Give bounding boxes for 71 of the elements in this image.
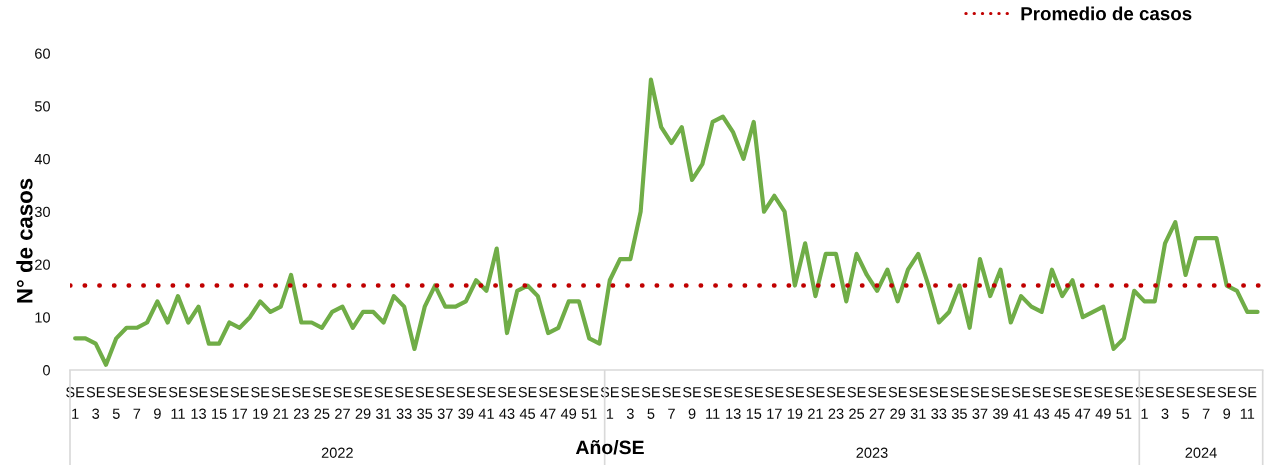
x-tick-label: SE 39 [456,387,475,419]
text: 2023 [856,447,888,458]
x-tick-label: SE 3 [86,387,105,419]
x-tick-label: SE 5 [1176,387,1195,419]
y-axis-title: N° de casos [16,178,33,303]
x-tick-label: SE 1 [66,387,85,419]
y-tick-label: 20 [35,259,50,270]
x-tick-label: SE 13 [724,387,743,419]
x-tick-label: SE 15 [210,387,229,419]
x-tick-label: SE 9 [682,387,702,419]
x-tick-label: SE 19 [251,387,270,419]
x-tick-label: SE 7 [662,387,681,419]
text: 2022 [321,447,353,458]
y-tick-label: 10 [35,312,50,323]
x-tick-label: SE 11 [703,387,722,419]
x-tick-label: SE 13 [189,387,208,419]
x-tick-label: SE 31 [909,387,928,419]
x-tick-label: SE 7 [1197,387,1216,419]
x-tick-label: SE 19 [785,387,804,419]
x-tick-label: SE 47 [1073,387,1092,419]
x-tick-label: SE 35 [415,387,434,419]
x-tick-label: SE 17 [765,387,784,419]
x-tick-label: SE 43 [497,387,517,419]
x-tick-label: SE 9 [1217,387,1236,419]
x-tick-label: SE 23 [292,387,311,419]
x-tick-label: SE 1 [600,387,619,419]
x-tick-label: SE 25 [312,387,332,419]
x-tick-label: SE 41 [1012,387,1031,419]
x-tick-label: SE 7 [127,387,146,419]
x-tick-label: SE 25 [847,387,866,419]
x-tick-label: SE 29 [888,387,907,419]
x-tick-label: SE 45 [518,387,537,419]
y-tick-label: 60 [35,48,50,59]
x-tick-label: SE 41 [477,387,496,419]
x-tick-label: SE 37 [970,387,990,419]
x-tick-label: SE 49 [1094,387,1113,419]
y-tick-label: 0 [43,365,50,376]
x-tick-label: SE 21 [271,387,290,419]
x-tick-label: SE 49 [559,387,578,419]
legend-label: Promedio de casos [1021,6,1192,21]
x-tick-label: SE 9 [148,387,167,419]
x-tick-label: SE 29 [353,387,373,419]
y-tick-label: 50 [34,101,50,112]
x-tick-label: SE 11 [1238,387,1257,419]
text: 2024 [1185,447,1217,458]
x-tick-label: SE 3 [1155,387,1175,419]
x-tick-label: SE 33 [395,387,414,419]
x-tick-label: SE 15 [744,387,763,419]
x-tick-label: SE 31 [374,387,393,419]
x-tick-label: SE 39 [991,387,1010,419]
line-series [73,77,1260,367]
x-tick-label: SE 51 [580,387,599,419]
x-tick-label: SE 43 [1032,387,1051,419]
x-tick-label: SE 27 [333,387,352,419]
x-tick-label: SE 35 [950,387,969,419]
y-tick-label: 40 [34,153,50,165]
x-tick-label: SE 21 [806,387,825,419]
x-tick-label: SE 33 [929,387,948,419]
x-tick-label: SE 51 [1114,387,1133,419]
x-tick-label: SE 27 [868,387,887,419]
x-axis-title: Año/SE [575,440,644,455]
x-tick-label: SE 37 [436,387,455,419]
x-tick-label: SE 45 [1053,387,1072,419]
x-tick-label: SE 5 [107,387,126,419]
x-tick-label: SE 3 [621,387,640,419]
x-tick-label: SE 47 [539,387,558,419]
y-tick-label: 30 [34,206,50,218]
x-tick-label: SE 11 [168,387,188,419]
x-tick-label: SE 17 [230,387,249,419]
x-tick-label: SE 23 [826,387,846,419]
x-tick-label: SE 5 [641,387,661,419]
